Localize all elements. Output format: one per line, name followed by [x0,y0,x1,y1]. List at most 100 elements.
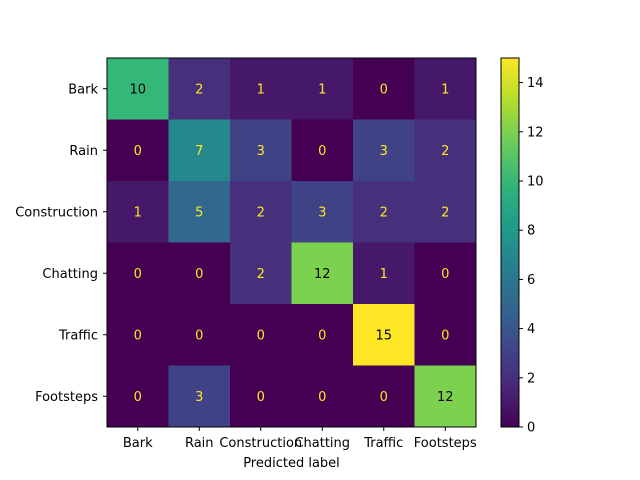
cell-value-label: 0 [134,390,142,405]
cell-value-label: 0 [134,144,142,159]
heatmap-cell [230,181,292,243]
heatmap-cell [291,58,354,120]
cell-value-label: 3 [318,205,326,220]
colorbar-ticks: 0 2 4 6 8 10 12 14 [519,76,544,436]
heatmap-cell [353,242,415,305]
cell-value-label: 0 [134,328,142,343]
heatmap-cell-labels: 10 2 1 1 0 10 7 3 0 3 21 5 2 3 2 20 0 2 12 1 00 0 0 0 15 00 3 0 0 0 12 [129,82,453,405]
heatmap-cell [107,181,169,243]
cell-value-label: 3 [195,390,203,405]
cell-value-label: 0 [380,390,388,405]
cell-value-label: 1 [380,267,388,282]
heatmap-cell [107,304,169,366]
heatmap-cell [353,181,415,243]
cell-value-label: 0 [257,328,265,343]
heatmap-cell [291,119,354,182]
heatmap-cell [107,242,169,305]
y-tick-label: Chatting [42,267,98,282]
heatmap-cell [414,58,477,120]
colorbar-tick-label: 10 [527,175,544,190]
colorbar-tick-label: 8 [527,224,535,239]
heatmap-cells [107,58,477,428]
cell-value-label: 0 [257,390,265,405]
heatmap-cell [353,58,415,120]
heatmap-cell [414,181,477,243]
heatmap-cell [107,119,169,182]
heatmap-cell [107,58,169,120]
heatmap-cell [230,304,292,366]
cell-value-label: 0 [318,390,326,405]
x-tick-label: Footsteps [414,436,477,451]
cell-value-label: 2 [441,144,449,159]
x-tick-label: Bark [123,436,153,451]
cell-value-label: 3 [380,144,388,159]
colorbar-tick-label: 6 [527,273,535,288]
cell-value-label: 1 [257,82,265,97]
heatmap-cell [291,181,354,243]
cell-value-label: 0 [380,82,388,97]
y-tick-label: Rain [69,144,98,159]
cell-value-label: 0 [318,328,326,343]
cell-value-label: 5 [195,205,203,220]
cell-value-label: 12 [437,390,454,405]
heatmap-cell [107,365,169,428]
cell-value-label: 2 [441,205,449,220]
heatmap-cell [291,365,354,428]
heatmap-cell [230,58,292,120]
heatmap-cell [414,242,477,305]
cell-value-label: 10 [129,82,146,97]
x-tick-label: Traffic [363,436,403,451]
colorbar-tick-label: 12 [527,125,544,140]
heatmap-cell [168,242,231,305]
heatmap-cell [168,58,231,120]
heatmap-cell [230,365,292,428]
cell-value-label: 0 [134,267,142,282]
colorbar [500,57,520,428]
colorbar-tick-label: 14 [527,76,544,91]
cell-value-label: 0 [195,328,203,343]
heatmap-cell [353,304,415,366]
heatmap-cell [168,119,231,182]
cell-value-label: 1 [318,82,326,97]
y-axis-ticks: Bark Rain Construction Chatting Traffic Foots… [15,82,107,405]
cell-value-label: 0 [441,267,449,282]
cell-value-label: 0 [318,144,326,159]
cell-value-label: 3 [257,144,265,159]
cell-value-label: 2 [380,205,388,220]
cell-value-label: 0 [195,267,203,282]
cell-value-label: 2 [195,82,203,97]
heatmap-cell [230,242,292,305]
y-tick-label: Construction [15,205,98,220]
heatmap-cell [168,304,231,366]
cell-value-label: 2 [257,205,265,220]
heatmap-cell [414,119,477,182]
x-tick-label: Chatting [294,436,350,451]
cell-value-label: 0 [441,328,449,343]
heatmap-cell [168,181,231,243]
cell-value-label: 12 [314,267,331,282]
y-tick-label: Bark [68,82,98,97]
cell-value-label: 15 [375,328,392,343]
cell-value-label: 2 [257,267,265,282]
x-tick-label: Rain [185,436,214,451]
colorbar-tick-label: 0 [527,421,535,436]
y-tick-label: Traffic [58,328,98,343]
y-tick-label: Footsteps [35,390,98,405]
colorbar-tick-label: 4 [527,322,535,337]
heatmap-cell [291,304,354,366]
heatmap-cell [353,365,415,428]
heatmap-cell [230,119,292,182]
x-tick-label: Construction [219,436,302,451]
colorbar-tick-label: 2 [527,371,535,386]
heatmap-cell [168,365,231,428]
heatmap-cell [291,242,354,305]
cell-value-label: 7 [195,144,203,159]
heatmap-cell [353,119,415,182]
heatmap-cell [414,365,477,428]
x-axis-label: Predicted label [243,456,340,471]
cell-value-label: 1 [441,82,449,97]
cell-value-label: 1 [134,205,142,220]
heatmap-cell [414,304,477,366]
